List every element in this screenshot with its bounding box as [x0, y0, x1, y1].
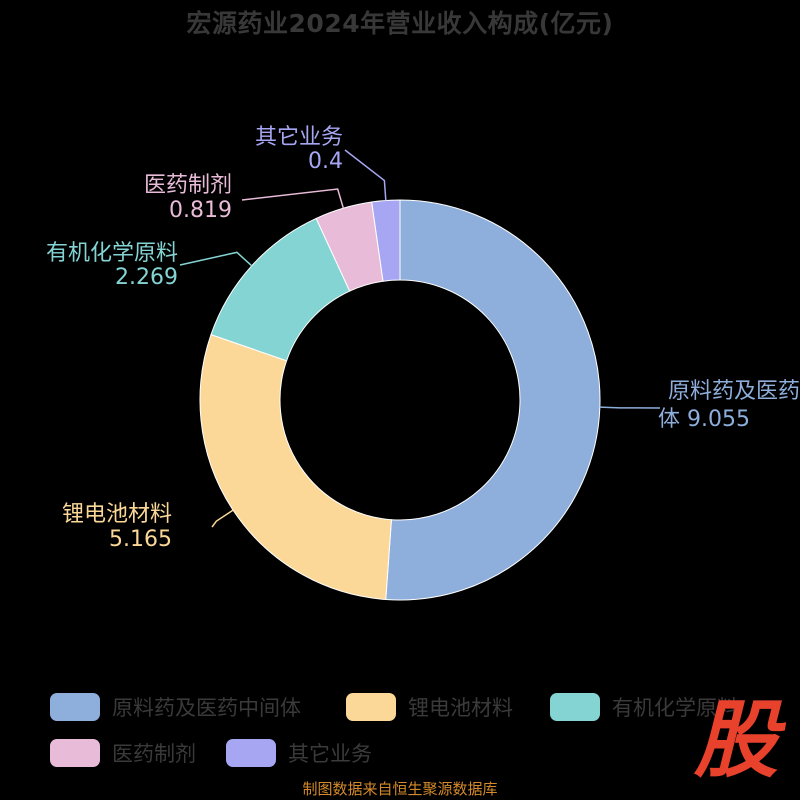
legend-swatch	[226, 739, 276, 767]
legend-item[interactable]: 有机化学原料	[550, 692, 738, 722]
legend-label: 原料药及医药中间体	[112, 696, 301, 720]
donut-slice	[385, 199, 601, 601]
slice-label: 5.165	[109, 527, 172, 552]
watermark-logo: 股	[694, 692, 779, 788]
slice-label: 原料药及医药中间	[668, 379, 800, 404]
legend-label: 其它业务	[288, 742, 372, 766]
legend-label: 有机化学原料	[612, 696, 738, 720]
leader-line	[179, 251, 253, 267]
donut-slice	[199, 333, 392, 601]
data-source-note: 制图数据来自恒生聚源数据库	[302, 780, 498, 798]
slice-label: 0.4	[308, 149, 343, 174]
leader-line	[599, 406, 661, 409]
legend-swatch	[346, 693, 396, 721]
legend-swatch	[50, 693, 100, 721]
legend-item[interactable]: 其它业务	[226, 738, 372, 768]
donut-slice	[371, 199, 401, 282]
slice-label: 0.819	[169, 198, 232, 223]
slice-label: 有机化学原料	[46, 241, 178, 266]
chart-title: 宏源药业2024年营业收入构成(亿元)	[186, 9, 614, 38]
slice-label: 锂电池材料	[62, 502, 172, 527]
leader-line	[211, 509, 234, 528]
legend-swatch	[50, 739, 100, 767]
slice-label: 其它业务	[255, 125, 343, 150]
slice-label: 体 9.055	[658, 407, 750, 432]
legend-swatch	[550, 693, 600, 721]
slice-label: 2.269	[115, 265, 178, 290]
legend-item[interactable]: 原料药及医药中间体	[50, 692, 301, 722]
leader-line	[344, 149, 387, 201]
legend-item[interactable]: 医药制剂	[50, 738, 196, 768]
leader-line	[241, 188, 345, 209]
legend-label: 医药制剂	[112, 742, 196, 766]
legend-item[interactable]: 锂电池材料	[346, 692, 513, 722]
legend-label: 锂电池材料	[408, 696, 513, 720]
slice-label: 医药制剂	[144, 173, 232, 198]
